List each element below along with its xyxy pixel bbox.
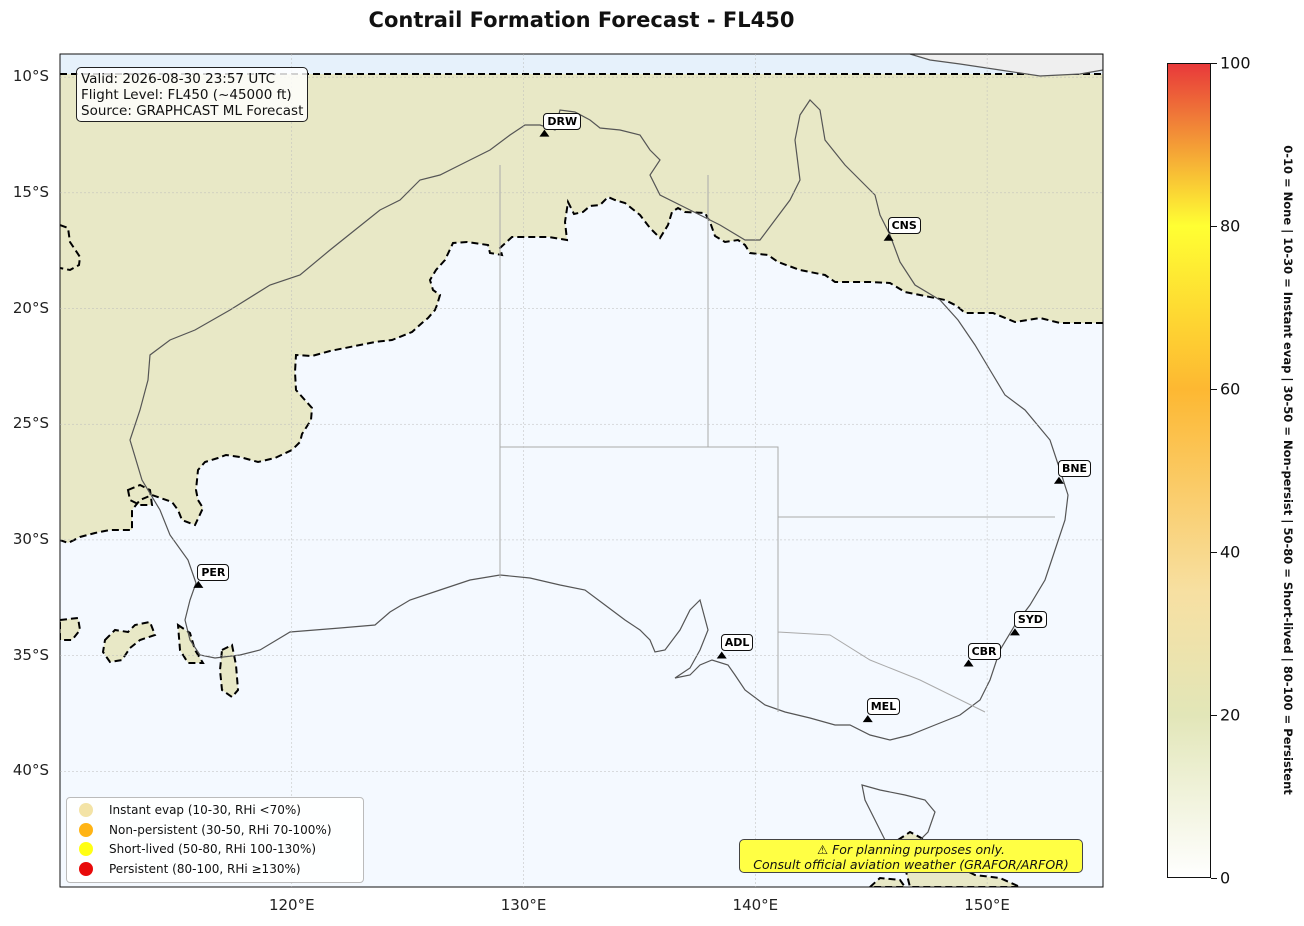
airport-marker-cns[interactable] bbox=[883, 233, 894, 241]
contrail-zone-west-coast-blob bbox=[126, 483, 154, 506]
contrail-zone-west-blob bbox=[60, 224, 82, 272]
colorbar-tick-label: 20 bbox=[1220, 705, 1241, 725]
australia-coastline bbox=[129, 99, 1069, 741]
contrail-zone-tasmania-blob bbox=[868, 876, 907, 887]
airport-marker-syd[interactable] bbox=[1009, 628, 1020, 636]
legend: Instant evap (10-30, RHi <70%) Non-persi… bbox=[66, 797, 364, 883]
colorbar-gradient bbox=[1167, 63, 1211, 878]
airport-marker-adl[interactable] bbox=[716, 651, 727, 659]
colorbar-tick bbox=[1211, 63, 1217, 64]
flight-level: Flight Level: FL450 (~45000 ft) bbox=[81, 87, 292, 103]
longitude-label: 130°E bbox=[500, 896, 547, 914]
colorbar-tick-label: 100 bbox=[1220, 53, 1251, 73]
forecast-source: Source: GRAPHCAST ML Forecast bbox=[81, 103, 304, 119]
longitude-label: 140°E bbox=[732, 896, 779, 914]
colorbar-tick-label: 40 bbox=[1220, 542, 1241, 562]
airport-label-adl[interactable]: ADL bbox=[720, 634, 754, 652]
legend-swatch bbox=[79, 823, 93, 837]
latitude-label: 20°S bbox=[12, 298, 49, 317]
top-cool-strip bbox=[60, 54, 1103, 74]
airport-label-bne[interactable]: BNE bbox=[1057, 459, 1092, 477]
legend-item-short-lived: Short-lived (50-80, RHi 100-130%) bbox=[79, 840, 316, 858]
legend-swatch bbox=[79, 862, 93, 876]
disclaimer-line-1: ⚠ For planning purposes only. bbox=[817, 842, 1005, 857]
airport-label-drw[interactable]: DRW bbox=[543, 112, 582, 130]
legend-item-instant-evap: Instant evap (10-30, RHi <70%) bbox=[79, 801, 301, 819]
airport-label-cns[interactable]: CNS bbox=[887, 216, 921, 234]
contrail-zone-sw-blob1 bbox=[60, 616, 82, 641]
latitude-label: 25°S bbox=[12, 414, 49, 433]
graticule bbox=[60, 54, 1103, 887]
longitude-label: 150°E bbox=[964, 896, 1010, 914]
disclaimer-box: ⚠ For planning purposes only. Consult of… bbox=[739, 839, 1083, 873]
airport-marker-drw[interactable] bbox=[539, 129, 550, 137]
airport-marker-per[interactable] bbox=[193, 580, 204, 588]
colorbar-tick-label: 80 bbox=[1220, 216, 1241, 236]
colorbar-tick-label: 60 bbox=[1220, 379, 1241, 399]
airport-label-cbr[interactable]: CBR bbox=[967, 642, 1001, 660]
state-borders bbox=[499, 165, 1055, 713]
valid-time: Valid: 2026-08-30 23:57 UTC bbox=[81, 71, 276, 87]
contrail-zone-boundary bbox=[60, 73, 1103, 545]
colorbar-tick bbox=[1211, 715, 1217, 716]
legend-label: Non-persistent (30-50, RHi 70-100%) bbox=[109, 823, 332, 837]
airport-marker-cbr[interactable] bbox=[963, 659, 974, 667]
latitude-label: 30°S bbox=[12, 529, 49, 548]
longitude-label: 120°E bbox=[268, 896, 315, 914]
latitude-label: 35°S bbox=[12, 645, 49, 664]
contrail-zone-sw-blob3 bbox=[176, 623, 205, 664]
legend-swatch bbox=[79, 842, 93, 856]
latitude-label: 40°S bbox=[12, 761, 49, 780]
legend-label: Persistent (80-100, RHi ≥130%) bbox=[109, 862, 301, 876]
legend-item-persistent: Persistent (80-100, RHi ≥130%) bbox=[79, 860, 301, 878]
forecast-info-box: Valid: 2026-08-30 23:57 UTC Flight Level… bbox=[76, 67, 309, 122]
legend-label: Short-lived (50-80, RHi 100-130%) bbox=[109, 842, 317, 856]
airport-marker-mel[interactable] bbox=[862, 715, 873, 723]
latitude-label: 15°S bbox=[12, 182, 49, 201]
colorbar-tick bbox=[1211, 878, 1217, 879]
colorbar-tick bbox=[1211, 226, 1217, 227]
colorbar-scale-description: 0-10 = None | 10-30 = Instant evap | 30-… bbox=[1281, 145, 1295, 795]
airport-markers bbox=[193, 129, 1064, 723]
map-frame bbox=[59, 53, 1104, 888]
tasmania-coastline bbox=[861, 784, 936, 851]
legend-item-non-persistent: Non-persistent (30-50, RHi 70-100%) bbox=[79, 821, 332, 839]
latitude-label: 10°S bbox=[12, 67, 49, 86]
colorbar-tick-label: 0 bbox=[1220, 868, 1231, 888]
airport-marker-bne[interactable] bbox=[1053, 476, 1064, 484]
new-guinea-coastline bbox=[909, 54, 1103, 77]
airport-label-mel[interactable]: MEL bbox=[866, 698, 901, 716]
colorbar-frame bbox=[1167, 63, 1211, 878]
disclaimer-line-2: Consult official aviation weather (GRAFO… bbox=[753, 857, 1069, 872]
contrail-zone-sw-blob4 bbox=[218, 643, 240, 699]
colorbar-tick bbox=[1211, 552, 1217, 553]
contrail-zone-sw-blob2 bbox=[101, 620, 157, 664]
airport-label-per[interactable]: PER bbox=[197, 563, 230, 581]
airport-label-syd[interactable]: SYD bbox=[1013, 611, 1047, 629]
legend-label: Instant evap (10-30, RHi <70%) bbox=[109, 803, 301, 817]
legend-swatch bbox=[79, 803, 93, 817]
contrail-zone-north bbox=[60, 74, 1103, 543]
chart-title: Contrail Formation Forecast - FL450 bbox=[368, 8, 795, 32]
colorbar-tick bbox=[1211, 389, 1217, 390]
